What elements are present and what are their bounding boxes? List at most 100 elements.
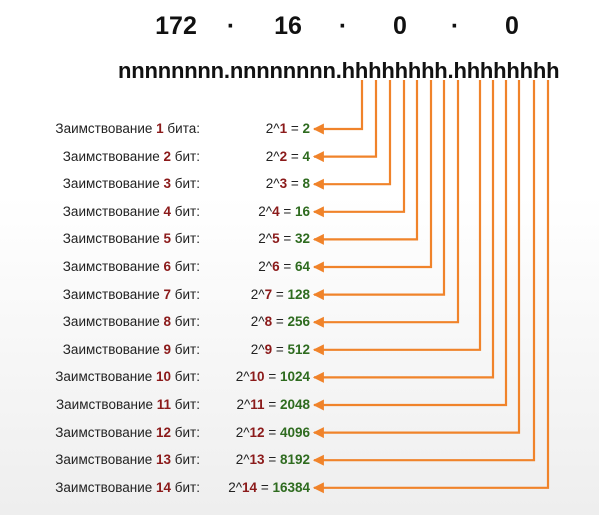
power-equals: = <box>279 259 295 274</box>
label-prefix: Заимствование <box>62 203 164 219</box>
label-suffix: бит: <box>171 231 200 247</box>
borrow-arrow <box>312 80 378 163</box>
power-result: 4096 <box>279 424 310 440</box>
borrow-row-label: Заимствование 5 бит: <box>0 231 200 246</box>
borrow-row-power: 2^11 = 2048 <box>0 397 310 412</box>
borrow-row-label: Заимствование 3 бит: <box>0 176 200 191</box>
power-prefix: 2^ <box>235 369 250 385</box>
power-prefix: 2^ <box>228 479 243 495</box>
label-prefix: Заимствование <box>62 286 164 302</box>
borrow-arrow <box>312 80 406 218</box>
borrow-row-label: Заимствование 4 бит: <box>0 204 200 219</box>
power-exponent: 9 <box>264 341 273 357</box>
borrow-row-power: 2^9 = 512 <box>0 342 310 357</box>
power-equals: = <box>264 369 280 385</box>
power-prefix: 2^ <box>250 341 265 357</box>
label-prefix: Заимствование <box>55 369 156 385</box>
power-equals: = <box>287 121 303 136</box>
power-prefix: 2^ <box>258 259 273 274</box>
bit-count: 12 <box>156 424 172 440</box>
power-exponent: 10 <box>249 369 265 385</box>
power-result: 2 <box>302 121 310 136</box>
bit-count: 7 <box>163 286 172 302</box>
power-equals: = <box>257 479 273 495</box>
borrow-arrow <box>312 80 536 466</box>
power-equals: = <box>272 341 288 357</box>
bit-count: 3 <box>163 176 172 192</box>
bit-count: 13 <box>156 452 172 468</box>
label-suffix: бит: <box>171 286 200 302</box>
borrow-row-power: 2^8 = 256 <box>0 314 310 329</box>
borrow-row-power: 2^10 = 1024 <box>0 369 310 384</box>
label-suffix: бит: <box>171 203 200 219</box>
power-exponent: 8 <box>264 314 273 330</box>
label-suffix: бит: <box>171 369 200 385</box>
borrow-row-label: Заимствование 11 бит: <box>0 397 200 412</box>
borrow-row-power: 2^14 = 16384 <box>0 480 310 495</box>
borrow-row-label: Заимствование 2 бит: <box>0 149 200 164</box>
power-result: 8 <box>302 176 310 192</box>
octet-4: 0 <box>505 12 519 40</box>
bit-count: 4 <box>163 203 172 219</box>
label-prefix: Заимствование <box>55 452 156 468</box>
label-prefix: Заимствование <box>55 121 157 136</box>
borrow-arrow <box>312 80 550 494</box>
power-prefix: 2^ <box>258 231 273 247</box>
power-equals: = <box>272 286 288 302</box>
power-prefix: 2^ <box>258 203 273 219</box>
borrow-row-power: 2^12 = 4096 <box>0 425 310 440</box>
power-result: 8192 <box>279 452 310 468</box>
bit-count: 14 <box>156 479 172 495</box>
borrow-row-label: Заимствование 14 бит: <box>0 480 200 495</box>
power-prefix: 2^ <box>265 148 280 164</box>
label-suffix: бита: <box>163 121 200 136</box>
power-result: 256 <box>287 314 310 330</box>
borrow-row-label: Заимствование 10 бит: <box>0 369 200 384</box>
octet-separator: · <box>226 12 236 40</box>
ip-address: 172 · 16 · 0 · 0 <box>0 12 599 42</box>
label-suffix: бит: <box>171 452 200 468</box>
power-result: 16384 <box>272 479 310 495</box>
power-exponent: 6 <box>272 259 280 274</box>
label-suffix: бит: <box>171 341 200 357</box>
label-suffix: бит: <box>171 424 200 440</box>
bit-count: 8 <box>163 314 172 330</box>
borrow-row-power: 2^6 = 64 <box>0 259 310 274</box>
label-prefix: Заимствование <box>55 424 156 440</box>
power-exponent: 13 <box>249 452 265 468</box>
borrow-row-power: 2^5 = 32 <box>0 231 310 246</box>
power-equals: = <box>287 176 303 192</box>
power-result: 2048 <box>279 397 310 412</box>
borrow-row-power: 2^1 = 2 <box>0 121 310 136</box>
power-prefix: 2^ <box>250 314 265 330</box>
power-equals: = <box>287 148 303 164</box>
power-exponent: 14 <box>242 479 258 495</box>
power-exponent: 12 <box>249 424 265 440</box>
borrow-arrow <box>312 80 495 383</box>
borrow-row-power: 2^2 = 4 <box>0 149 310 164</box>
bit-count: 1 <box>156 121 164 136</box>
borrow-arrow <box>312 80 446 301</box>
power-equals: = <box>264 397 280 412</box>
power-exponent: 1 <box>279 121 288 136</box>
label-prefix: Заимствование <box>62 231 164 247</box>
label-prefix: Заимствование <box>62 259 164 274</box>
octet-separator: · <box>338 12 348 40</box>
borrow-row-power: 2^13 = 8192 <box>0 452 310 467</box>
power-exponent: 7 <box>264 286 273 302</box>
bit-count: 9 <box>163 341 172 357</box>
power-exponent: 5 <box>272 231 280 247</box>
bit-count: 6 <box>163 259 172 274</box>
power-exponent: 3 <box>279 176 288 192</box>
label-prefix: Заимствование <box>62 314 164 330</box>
borrow-arrow <box>312 80 392 190</box>
borrow-arrow <box>312 80 508 411</box>
borrow-row-label: Заимствование 12 бит: <box>0 425 200 440</box>
label-suffix: бит: <box>171 176 200 192</box>
borrow-arrow <box>312 80 460 328</box>
borrow-arrow <box>312 80 482 356</box>
power-equals: = <box>272 314 288 330</box>
bit-count: 11 <box>156 397 172 412</box>
power-prefix: 2^ <box>265 176 280 192</box>
